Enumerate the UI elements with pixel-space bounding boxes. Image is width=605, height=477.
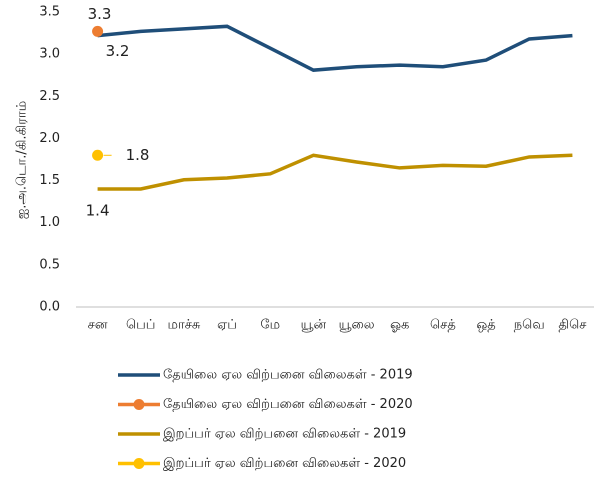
x-tick-label: யூன் bbox=[301, 318, 327, 333]
x-tick-label: ஒத் bbox=[476, 318, 495, 333]
x-tick-label: ஏப் bbox=[217, 318, 237, 333]
x-tick-label: திசெ bbox=[558, 318, 586, 333]
series-line bbox=[97, 24, 573, 72]
y-tick-label: 2.5 bbox=[39, 89, 60, 104]
data-point bbox=[92, 25, 104, 37]
legend-label: இறப்பர் ஏல விற்பனை விலைகள் - 2020 bbox=[163, 456, 406, 471]
y-tick-label: 0.5 bbox=[39, 257, 60, 272]
x-tick-label: செத் bbox=[430, 318, 456, 333]
y-tick-label: 1.0 bbox=[39, 215, 60, 230]
x-tick-label: ஓக bbox=[390, 318, 409, 333]
x-tick-label: மே bbox=[260, 318, 280, 333]
legend-label: தேயிலை ஏல விற்பனை விலைகள் - 2020 bbox=[163, 397, 413, 412]
x-tick-label: பெப் bbox=[126, 318, 155, 333]
x-tick-label: யூலை bbox=[339, 318, 375, 333]
y-tick-label: 3.5 bbox=[39, 5, 60, 20]
x-tick-label: நவெ bbox=[514, 318, 545, 333]
legend-label: இறப்பர் ஏல விற்பனை விலைகள் - 2019 bbox=[163, 427, 406, 442]
legend-marker bbox=[133, 458, 145, 469]
y-tick-label: 0.0 bbox=[39, 300, 60, 315]
data-label: 3.3 bbox=[88, 5, 112, 23]
y-tick-label: 3.0 bbox=[39, 47, 60, 62]
data-label: 3.2 bbox=[106, 42, 130, 60]
legend-marker bbox=[133, 399, 145, 410]
series-line bbox=[97, 153, 573, 191]
legend-label: தேயிலை ஏல விற்பனை விலைகள் - 2019 bbox=[163, 368, 413, 383]
x-tick-label: மாச்சு bbox=[167, 318, 200, 333]
data-label: 1.4 bbox=[86, 202, 110, 220]
data-point bbox=[92, 149, 104, 161]
data-label: 1.8 bbox=[126, 146, 150, 164]
y-tick-label: 1.5 bbox=[39, 173, 60, 188]
x-tick-label: சன bbox=[88, 318, 108, 333]
y-tick-label: 2.0 bbox=[39, 131, 60, 146]
y-axis-label: ஐ.அ.டொ./கி.கிராம் bbox=[15, 101, 30, 219]
